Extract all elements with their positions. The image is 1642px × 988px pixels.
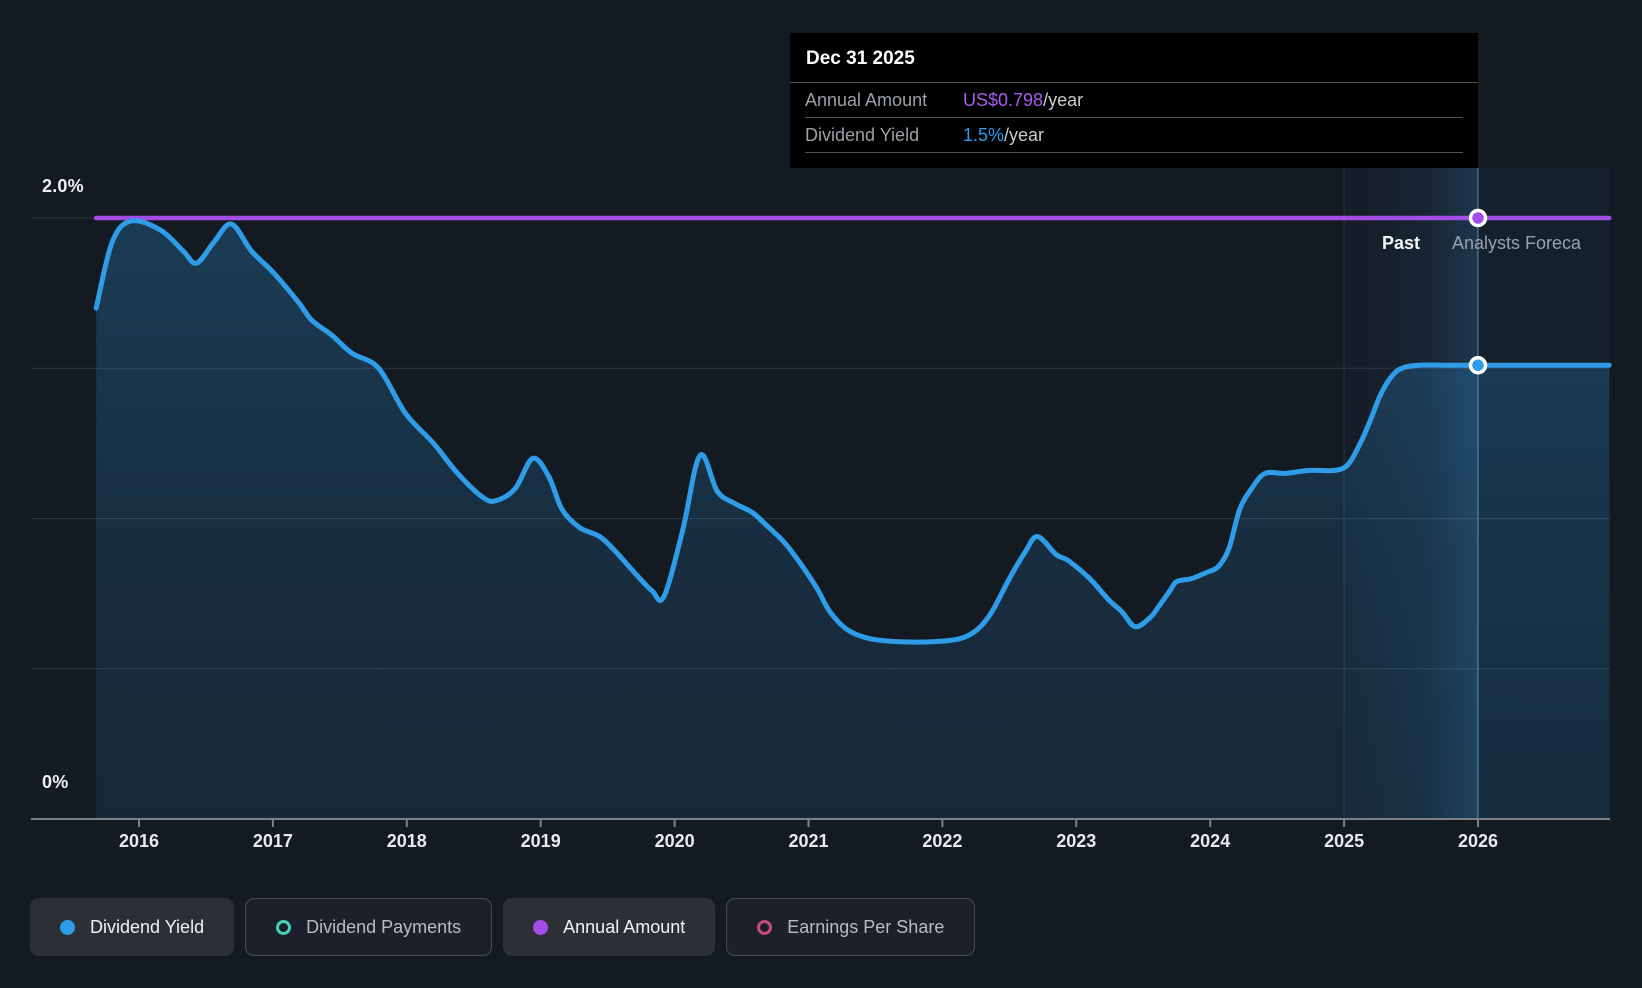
- x-axis-label: 2019: [520, 831, 561, 851]
- dividend-yield-line: [93, 218, 1612, 645]
- tooltip-label: Dividend Yield: [805, 124, 920, 145]
- legend-item-dividend-yield[interactable]: Dividend Yield: [30, 898, 235, 956]
- y-axis-label-top: 2.0%: [42, 176, 84, 196]
- past-label: Past: [1381, 233, 1420, 253]
- tooltip-value: US$0.798/year: [963, 89, 1084, 110]
- legend-label: Dividend Payments: [306, 916, 462, 937]
- legend-item-annual-amount[interactable]: Annual Amount: [503, 898, 716, 956]
- chart-tooltip: Dec 31 2025 Annual Amount US$0.798/year …: [790, 33, 1478, 168]
- yield-area-fill: [96, 220, 1610, 820]
- x-axis-label: 2022: [922, 831, 963, 851]
- legend-item-earnings-per-share[interactable]: Earnings Per Share: [726, 898, 976, 956]
- earnings-per-share-marker-icon: [757, 919, 773, 935]
- forecast-band: [1344, 168, 1478, 819]
- legend-label: Dividend Yield: [90, 916, 205, 937]
- legend-item-dividend-payments[interactable]: Dividend Payments: [245, 898, 493, 956]
- x-axis-label: 2021: [788, 831, 829, 851]
- tooltip-row-annual-amount: Annual Amount US$0.798/year: [805, 83, 1463, 118]
- dividend-yield-hover-marker: [1468, 355, 1488, 375]
- x-axis-label: 2020: [654, 831, 695, 851]
- legend-label: Annual Amount: [563, 916, 686, 937]
- tooltip-value: 1.5%/year: [963, 124, 1045, 145]
- forecast-band-tail: [1478, 168, 1610, 819]
- chart-legend: Dividend Yield Dividend Payments Annual …: [30, 898, 976, 956]
- analysts-forecast-label: Analysts Foreca: [1452, 233, 1582, 253]
- dividend-payments-marker-icon: [276, 919, 292, 935]
- x-axis-label: 2016: [118, 831, 160, 851]
- x-axis-label: 2025: [1324, 831, 1365, 851]
- x-axis-label: 2024: [1190, 831, 1231, 851]
- x-axis-label: 2026: [1457, 831, 1499, 851]
- x-axis-label: 2023: [1056, 831, 1097, 851]
- annual-amount-hover-marker: [1468, 208, 1488, 228]
- tooltip-label: Annual Amount: [805, 89, 928, 110]
- legend-label: Earnings Per Share: [787, 916, 945, 937]
- x-axis-label: 2017: [252, 831, 293, 851]
- y-axis-label-bottom: 0%: [42, 772, 69, 792]
- tooltip-row-dividend-yield: Dividend Yield 1.5%/year: [805, 118, 1463, 153]
- tooltip-date: Dec 31 2025: [790, 33, 1478, 83]
- annual-amount-marker-icon: [533, 919, 549, 935]
- dividend-yield-marker-icon: [60, 919, 75, 935]
- x-axis-label: 2018: [386, 831, 427, 851]
